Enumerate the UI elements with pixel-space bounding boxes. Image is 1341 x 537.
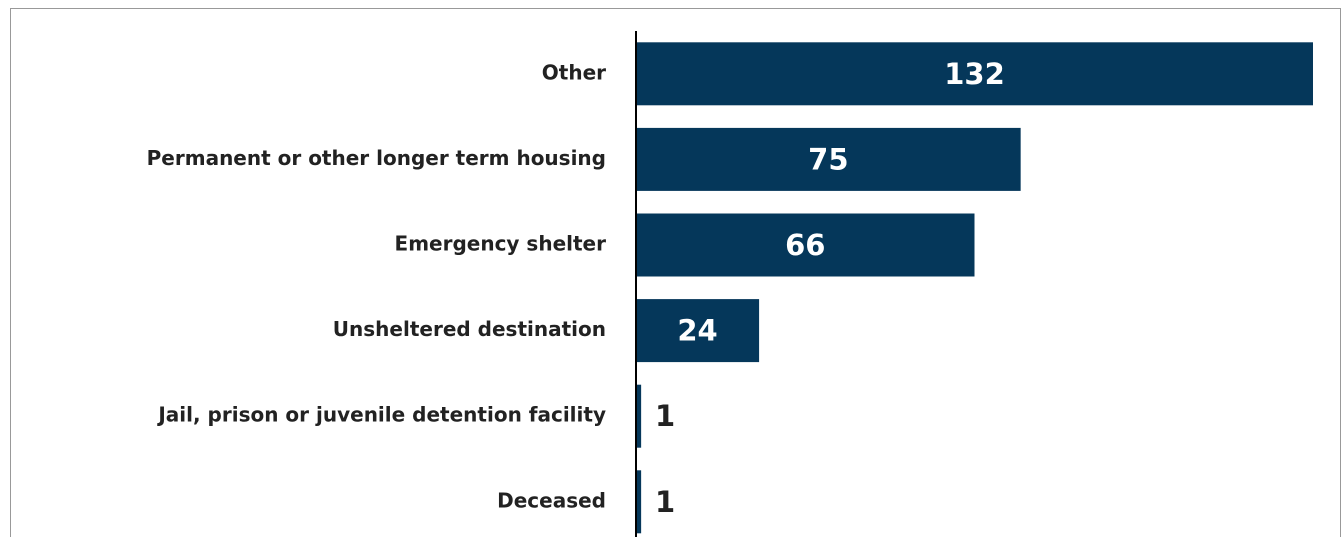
y-tick-label: Emergency shelter [395,232,607,256]
value-label: 1 [655,399,675,433]
y-tick-label: Deceased [497,488,606,512]
y-tick-label: Jail, prison or juvenile detention facil… [156,403,606,427]
bar [636,384,642,448]
bar [636,299,760,363]
value-label: 132 [944,57,1005,91]
bar [636,127,1021,191]
y-tick-label: Other [542,60,606,84]
value-label: 1 [655,485,675,519]
value-label: 24 [677,314,717,348]
bar [636,213,975,277]
value-label: 75 [808,142,848,176]
value-label: 66 [785,228,825,262]
bar [636,42,1313,106]
bar [636,470,642,534]
y-tick-label: Unsheltered destination [333,317,606,341]
y-tick-label: Permanent or other longer term housing [147,146,606,170]
